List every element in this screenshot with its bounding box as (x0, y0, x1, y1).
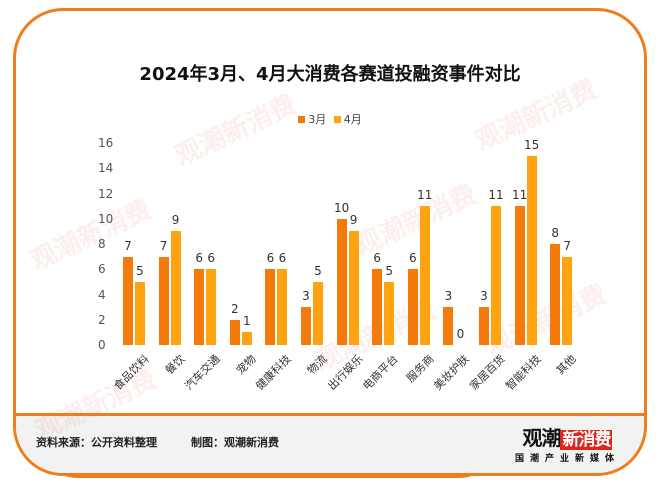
x-axis-label: 电商平台 (360, 352, 401, 393)
bar (135, 281, 145, 345)
bar (407, 269, 418, 345)
legend-item-march: 3月 (298, 111, 326, 127)
logo-main-text: 观潮 (522, 426, 561, 450)
value-label: 5 (314, 263, 322, 278)
x-axis-label: 健康科技 (253, 352, 295, 393)
bar (491, 206, 501, 345)
bar (372, 269, 383, 345)
x-axis-label: 美妆护肤 (431, 352, 473, 393)
bar (194, 269, 205, 345)
value-label: 6 (278, 251, 287, 266)
value-label: 5 (136, 263, 144, 278)
value-label: 7 (563, 238, 571, 253)
legend-item-april: 4月 (333, 111, 362, 127)
y-axis-tick: 16 (98, 136, 114, 150)
value-label: 6 (207, 251, 215, 266)
value-label: 6 (373, 251, 381, 266)
x-axis-label: 食品饮料 (111, 352, 152, 393)
value-label: 6 (266, 251, 275, 266)
value-label: 15 (523, 137, 540, 152)
bar (419, 206, 430, 345)
value-label: 0 (456, 327, 465, 341)
bar (514, 206, 525, 345)
maker-note: 制图：观潮新消费 (191, 436, 279, 449)
value-label: 7 (124, 238, 132, 253)
bar (170, 231, 181, 345)
bar (241, 332, 252, 345)
y-axis-tick: 8 (98, 237, 106, 251)
bar (336, 218, 347, 345)
y-axis-tick: 12 (98, 186, 114, 201)
bar (301, 307, 311, 345)
y-axis-tick: 0 (98, 338, 106, 352)
x-axis-label: 家居百货 (467, 352, 508, 393)
value-label: 9 (171, 213, 180, 228)
value-label: 10 (333, 200, 350, 215)
chart-card: 资料来源：公开资料整理 制图：观潮新消费 观潮 新消费 国潮产业新媒体 (13, 8, 647, 476)
bar (277, 269, 288, 345)
x-axis-label: 其他 (554, 352, 579, 378)
bar (479, 307, 489, 345)
footer-bar: 资料来源：公开资料整理 制图：观潮新消费 观潮 新消费 国潮产业新媒体 (16, 413, 644, 473)
legend-label: 4月 (343, 113, 362, 126)
x-axis-label: 智能科技 (502, 352, 544, 393)
x-axis-label: 出行娱乐 (324, 352, 366, 393)
x-axis-label: 宠物 (233, 352, 259, 378)
value-label: 11 (511, 188, 528, 203)
y-axis-tick: 4 (98, 287, 106, 302)
value-label: 3 (480, 289, 488, 304)
legend-swatch-march (298, 116, 306, 123)
logo-red-text: 新消费 (560, 430, 613, 450)
chart-title: 2024年3月、4月大消费各赛道投融资事件对比 (139, 64, 521, 85)
bar (550, 244, 561, 345)
bar (562, 256, 573, 345)
bar (229, 319, 240, 345)
y-axis-tick: 2 (98, 312, 106, 327)
bar (348, 231, 359, 345)
x-axis-label: 餐饮 (162, 352, 188, 378)
value-label: 7 (159, 238, 168, 253)
value-label: 6 (408, 251, 417, 266)
bar (313, 281, 323, 345)
logo-subtitle: 国潮产业新媒体 (514, 454, 620, 464)
value-label: 3 (444, 289, 453, 304)
bar (206, 269, 217, 345)
value-label: 6 (195, 251, 203, 266)
x-axis-label: 物流 (304, 352, 330, 378)
y-axis-tick: 14 (98, 161, 114, 176)
y-axis-tick: 6 (98, 262, 106, 277)
bar (265, 269, 276, 345)
legend-swatch-april (333, 116, 341, 123)
bar (443, 307, 454, 345)
x-axis-label: 汽车交通 (182, 352, 223, 393)
bar (526, 155, 537, 345)
y-axis-tick: 10 (98, 211, 114, 226)
source-note: 资料来源：公开资料整理 (36, 436, 157, 449)
brand-logo: 观潮 新消费 国潮产业新媒体 (515, 422, 620, 464)
value-label: 8 (551, 226, 559, 240)
value-label: 11 (488, 188, 504, 203)
value-label: 5 (385, 263, 393, 278)
value-label: 3 (302, 289, 310, 304)
value-label: 9 (349, 213, 358, 228)
value-label: 2 (230, 301, 239, 316)
bar (158, 256, 169, 345)
bar (384, 281, 395, 345)
legend-label: 3月 (308, 113, 327, 126)
chart-legend: 3月 4月 (0, 111, 660, 127)
value-label: 1 (242, 314, 251, 329)
bar (123, 256, 133, 345)
value-label: 11 (417, 188, 433, 203)
